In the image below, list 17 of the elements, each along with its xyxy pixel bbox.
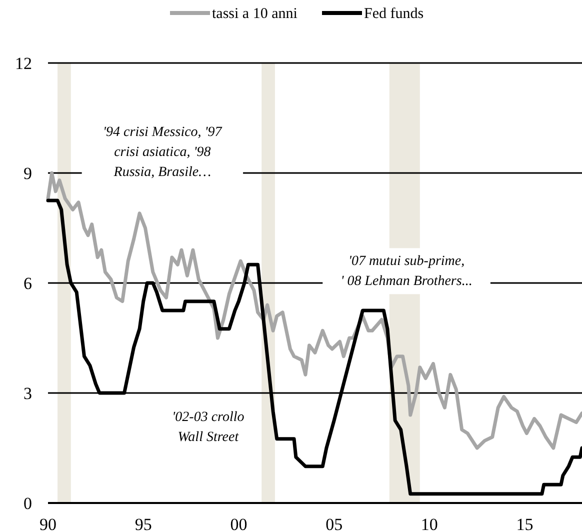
x-tick-label: 15 [516, 515, 534, 532]
x-tick-label: 90 [40, 515, 56, 532]
x-tick-label: 05 [326, 515, 343, 532]
y-tick-label: 3 [24, 384, 32, 403]
legend-label: tassi a 10 anni [212, 6, 298, 22]
y-tick-label: 12 [15, 54, 32, 73]
x-tick-label: 00 [230, 515, 248, 532]
y-tick-label: 6 [24, 274, 32, 293]
line-series [46, 198, 582, 496]
annotation: '07 mutui sub-prime, ' 08 Lehman Brothers... [340, 254, 472, 290]
annotation: '94 crisi Messico, '97 crisi asiatica, '98 Russia, Brasile… [103, 125, 223, 180]
x-tick-label: 95 [134, 515, 152, 532]
annotation: '02-03 crollo Wall Street [172, 410, 244, 445]
x-tick-label: 10 [420, 515, 438, 532]
y-tick-label: 9 [24, 164, 32, 183]
legend-label: Fed funds [364, 6, 424, 22]
y-tick-label: 0 [24, 494, 32, 513]
